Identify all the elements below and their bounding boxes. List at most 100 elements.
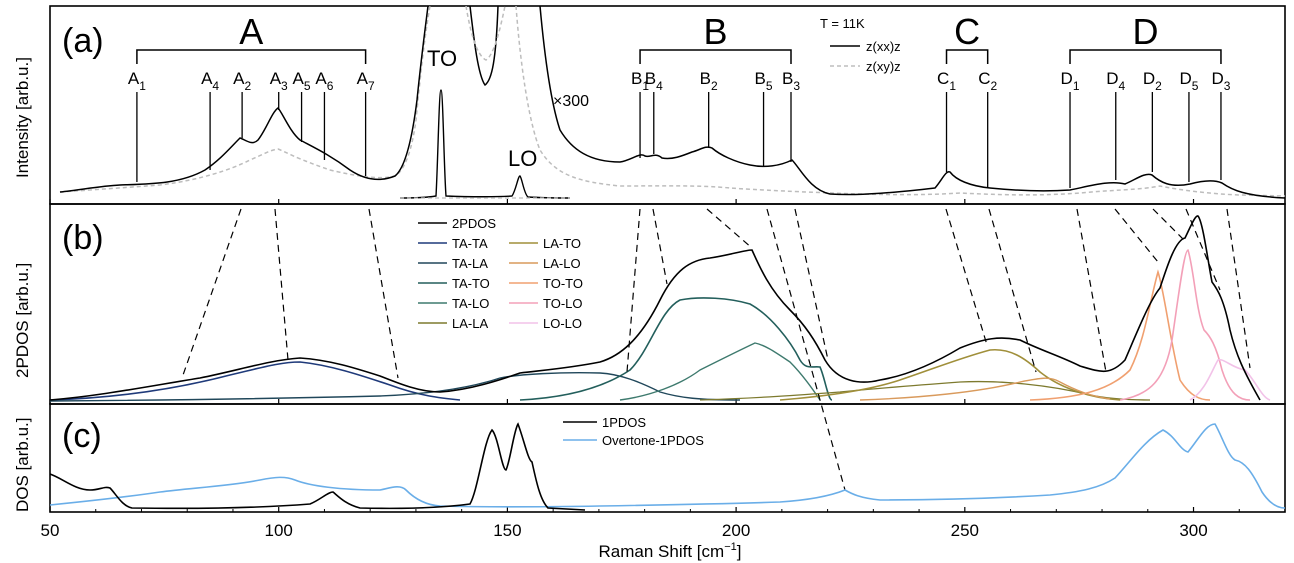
- legend-b-label-la-la: LA-LA: [452, 316, 488, 331]
- panel-c-plot: 1PDOS Overtone-1PDOS: [50, 415, 1285, 511]
- peak-label-c2: C2: [978, 69, 997, 93]
- connector-b1: [626, 208, 641, 373]
- peak-label-a6: A6: [315, 69, 333, 93]
- x-tick-label: 250: [951, 521, 979, 540]
- panel-a-ylabel: Intensity [arb.u.]: [13, 57, 32, 178]
- connector-a2: [181, 208, 242, 379]
- group-label-d: D: [1132, 11, 1158, 52]
- connector-d5: [1185, 208, 1221, 291]
- x-ticks: 50 100 150 200 250 300: [41, 199, 1240, 540]
- multiplier-label: ×300: [553, 93, 589, 110]
- group-bracket-d: [1069, 49, 1222, 64]
- connector-d2: [1152, 208, 1185, 241]
- x-tick-label: 300: [1179, 521, 1207, 540]
- legend-b-left: TA-TA TA-LA TA-TO TA-LO LA-LA: [418, 236, 490, 331]
- peak-label-a2: A2: [233, 69, 251, 93]
- connector-a3: [274, 208, 289, 361]
- connector-a7: [368, 208, 399, 379]
- legend-b-label-la-to: LA-TO: [543, 236, 581, 251]
- legend-c-label-1pdos: 1PDOS: [602, 415, 646, 430]
- series-zxy-middle: [465, 6, 506, 61]
- legend-a: T = 11K z(xx)z z(xy)z: [820, 16, 901, 74]
- group-bracket-c: [945, 49, 989, 64]
- series-x1-baseline: [399, 89, 571, 199]
- legend-c: 1PDOS Overtone-1PDOS: [563, 415, 704, 448]
- group-label-a: A: [239, 11, 263, 52]
- peak-label-a3: A3: [270, 69, 288, 93]
- legend-a-label-xx: z(xx)z: [866, 39, 901, 54]
- series-zxy-left: [59, 6, 431, 193]
- legend-c-label-overtone: Overtone-1PDOS: [602, 433, 704, 448]
- legend-b-label-lo-lo: LO-LO: [543, 316, 582, 331]
- panel-c-label: (c): [62, 417, 102, 455]
- x-tick-label: 200: [722, 521, 750, 540]
- series-2pdos: [50, 215, 1261, 401]
- connector-d4: [1114, 208, 1159, 263]
- peak-label-d4: D4: [1106, 69, 1125, 93]
- group-label-c: C: [954, 11, 980, 52]
- legend-a-label-xy: z(xy)z: [866, 59, 901, 74]
- peak-label-a7: A7: [357, 69, 375, 93]
- legend-b-right: LA-TO LA-LO TO-TO TO-LO LO-LO: [509, 236, 583, 331]
- connector-b3: [794, 208, 829, 361]
- legend-b-label-ta-ta: TA-TA: [452, 236, 488, 251]
- series-la-lo: [859, 377, 1111, 401]
- peak-label-a5: A5: [293, 69, 311, 93]
- legend-b-label-2pdos: 2PDOS: [452, 216, 496, 231]
- legend-b-label-ta-la: TA-LA: [452, 256, 488, 271]
- peak-groups: A B C D: [136, 11, 1222, 64]
- peak-label-d5: D5: [1179, 69, 1198, 93]
- connector-b5: [766, 208, 846, 491]
- series-zxy-right: [515, 6, 1285, 197]
- panel-c-frame: [49, 403, 1286, 513]
- series-1pdos: [50, 422, 586, 511]
- peak-label-a1: A1: [128, 69, 146, 93]
- connector-c2: [988, 208, 1037, 373]
- connector-c1: [945, 208, 988, 346]
- series-to-lo: [1119, 249, 1251, 401]
- series-ta-ta: [50, 361, 461, 401]
- series-overtone-1pdos: [50, 423, 1285, 509]
- series-la-la: [699, 380, 1151, 401]
- peak-label-d3: D3: [1211, 69, 1230, 93]
- peak-label-d2: D2: [1143, 69, 1162, 93]
- legend-b-label-to-lo: TO-LO: [543, 296, 583, 311]
- panel-b-ylabel: 2PDOS [arb.u.]: [13, 263, 32, 378]
- connector-d3: [1226, 208, 1251, 369]
- x-tick-label: 100: [265, 521, 293, 540]
- connector-b2: [706, 208, 753, 249]
- series-zxx-middle: [469, 6, 499, 87]
- x-tick-label: 150: [493, 521, 521, 540]
- x-axis-label: Raman Shift [cm−1]: [599, 541, 742, 561]
- connector-d1: [1076, 208, 1107, 373]
- series-zxx-right: [539, 6, 1285, 199]
- legend-b-label-la-lo: LA-LO: [543, 256, 581, 271]
- peak-label-c1: C1: [937, 69, 956, 93]
- series-lo-lo: [1189, 358, 1271, 401]
- series-to-to: [1029, 269, 1211, 401]
- series-ta-lo: [619, 342, 821, 401]
- group-label-b: B: [704, 11, 728, 52]
- legend-b-label-to-to: TO-TO: [543, 276, 583, 291]
- group-bracket-b: [639, 49, 792, 64]
- panel-b-label: (b): [62, 219, 104, 257]
- series-la-to: [779, 348, 1121, 401]
- lo-label: LO: [508, 146, 537, 171]
- peak-label-b4: B4: [645, 69, 663, 93]
- x-tick-label: 50: [41, 521, 60, 540]
- panel-c-ylabel: DOS [arb.u.]: [13, 418, 32, 512]
- panel-a-frame: [49, 5, 1286, 205]
- panel-a-label: (a): [62, 22, 104, 60]
- peak-label-b3: B3: [782, 69, 800, 93]
- series-ta-la: [50, 372, 741, 402]
- connector-b4: [652, 208, 668, 285]
- to-label: TO: [427, 46, 457, 71]
- peak-label-b2: B2: [700, 69, 718, 93]
- peak-label-b5: B5: [755, 69, 773, 93]
- group-bracket-a: [136, 49, 367, 64]
